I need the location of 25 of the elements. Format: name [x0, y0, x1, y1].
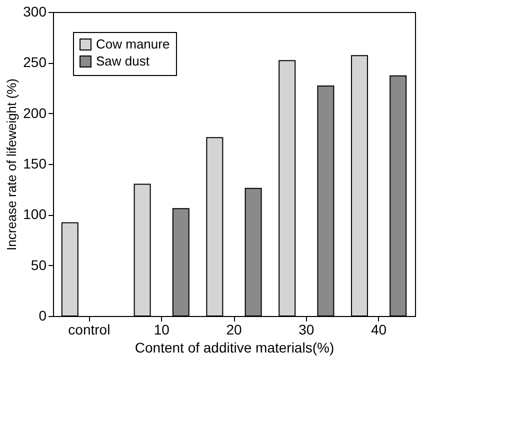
x-tick-label: 10 — [154, 322, 170, 338]
y-tick-label: 100 — [23, 206, 47, 222]
bar — [172, 208, 190, 316]
y-tick-label: 200 — [23, 104, 47, 121]
legend-label: Saw dust — [96, 54, 150, 68]
x-axis-title: Content of additive materials(%) — [134, 340, 334, 356]
bar — [390, 75, 407, 316]
bar — [244, 188, 262, 316]
bar — [206, 137, 224, 316]
y-tick-label: 50 — [30, 256, 47, 273]
bar — [350, 55, 368, 316]
x-tick-label: 20 — [226, 322, 242, 338]
x-tick-label: 30 — [298, 322, 314, 338]
y-axis-title: Increase rate of lifeweight (%) — [4, 78, 20, 250]
x-tick-label: control — [68, 322, 110, 338]
bar — [278, 60, 296, 316]
bar — [134, 184, 151, 316]
y-tick-label: 0 — [38, 308, 47, 324]
legend-label: Cow manure — [96, 36, 170, 52]
bar — [61, 222, 78, 316]
y-tick-label: 150 — [23, 156, 47, 172]
y-tick-label: 300 — [23, 4, 47, 20]
y-tick-label: 250 — [23, 54, 47, 70]
x-tick-label: 40 — [371, 322, 387, 338]
bar — [317, 85, 334, 316]
